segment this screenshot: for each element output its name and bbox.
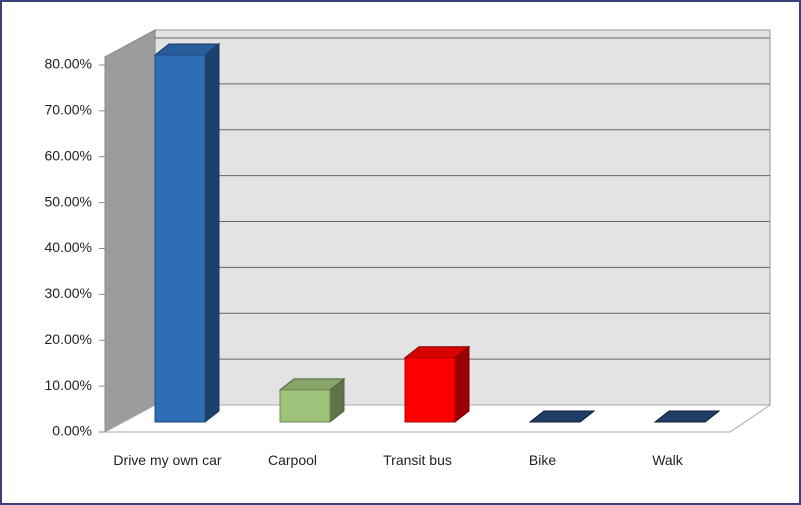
bar-top: [528, 410, 596, 423]
x-tick-label: Bike: [528, 452, 557, 468]
y-tick-label: 40.00%: [45, 239, 92, 255]
bar-side: [454, 345, 470, 424]
y-tick-label: 30.00%: [45, 285, 92, 301]
y-tick-label: 50.00%: [45, 193, 92, 209]
y-tick-label: 70.00%: [45, 102, 92, 118]
x-tick-label: Transit bus: [383, 452, 452, 468]
bar-top: [653, 410, 721, 423]
y-tick-label: 80.00%: [45, 56, 92, 72]
y-tick-label: 0.00%: [52, 423, 92, 439]
x-tick-label: Carpool: [267, 452, 318, 468]
bar: [279, 389, 331, 423]
y-tick-label: 10.00%: [45, 377, 92, 393]
bar: [154, 54, 206, 423]
y-tick-label: 60.00%: [45, 147, 92, 163]
x-tick-label: Drive my own car: [113, 452, 222, 468]
y-tick-label: 20.00%: [45, 331, 92, 347]
side-wall: [104, 29, 156, 433]
bar: [404, 357, 456, 423]
x-tick-label: Walk: [652, 452, 683, 468]
bar-side: [204, 42, 220, 424]
